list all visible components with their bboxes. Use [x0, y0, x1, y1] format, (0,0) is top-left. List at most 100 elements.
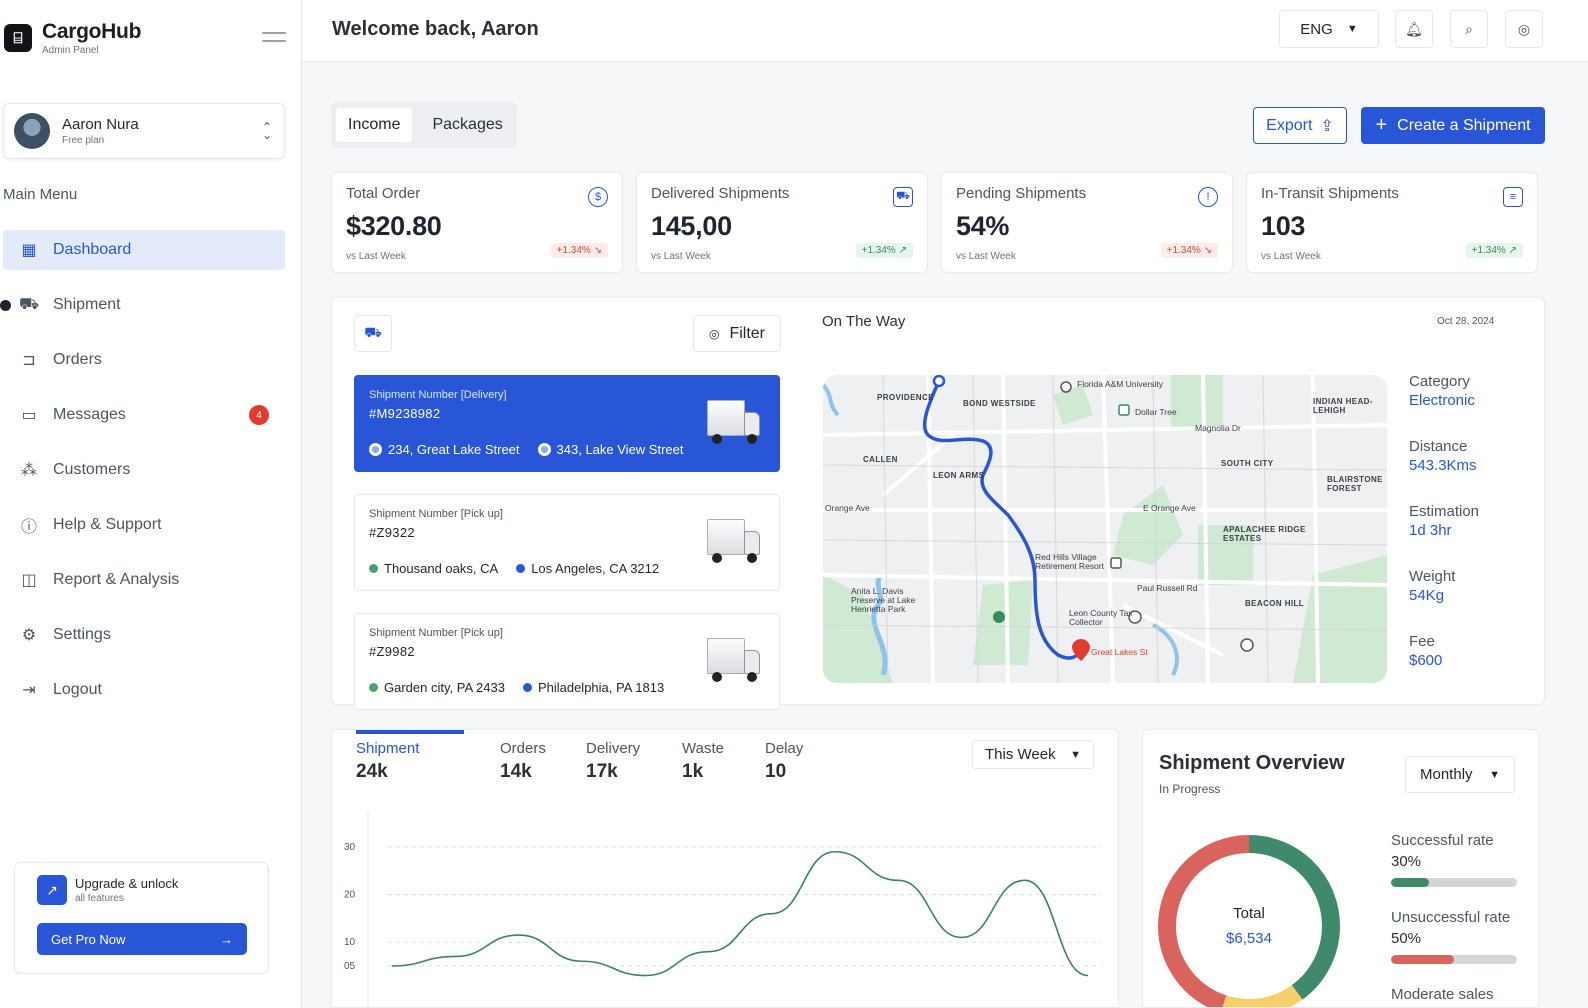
detail-value: 54Kg: [1409, 587, 1445, 604]
map-canvas: [823, 375, 1387, 683]
map-label: Leon County Tax Collector: [1069, 608, 1133, 627]
filter-button[interactable]: ◎ Filter: [693, 315, 781, 352]
map-label: BEACON HILL: [1245, 599, 1305, 608]
truck-icon: ⛟: [364, 324, 382, 340]
trend-value: +1.34%: [1166, 245, 1201, 256]
sidebar-item-help-support[interactable]: ⓘ Help & Support: [3, 505, 285, 545]
map-label: Orange Ave: [825, 503, 870, 513]
stat-comparison: vs Last Week: [1261, 251, 1321, 262]
upgrade-subtitle: all features: [75, 893, 124, 904]
search-button[interactable]: ⌕: [1450, 10, 1488, 48]
sidebar-item-dashboard[interactable]: ▦ Dashboard: [3, 230, 285, 270]
rate-value: 50%: [1391, 930, 1422, 947]
truck-image-icon: [707, 400, 761, 446]
sidebar-item-label: Shipment: [53, 296, 121, 313]
sidebar-item-orders[interactable]: ⊐ Orders: [3, 340, 285, 380]
export-label: Export: [1266, 116, 1313, 134]
rate-item: Unsuccessful rate 50%: [1391, 909, 1517, 964]
destination-address: Philadelphia, PA 1813: [537, 680, 665, 695]
language-select[interactable]: ENG ▼: [1279, 10, 1379, 48]
sidebar-item-report-analysis[interactable]: ◫ Report & Analysis: [3, 560, 285, 600]
unread-badge: 4: [249, 405, 269, 425]
stat-comparison: vs Last Week: [956, 251, 1016, 262]
get-pro-button[interactable]: Get Pro Now →: [37, 923, 247, 955]
shipment-overview-panel: Shipment Overview In Progress Monthly ▼ …: [1142, 729, 1539, 1008]
language-value: ENG: [1300, 20, 1333, 38]
stat-label: In-Transit Shipments: [1261, 185, 1399, 202]
sidebar-item-label: Orders: [53, 351, 102, 368]
period-value: This Week: [985, 746, 1056, 763]
map-label: PROVIDENCE: [877, 393, 934, 402]
stat-label: Pending Shipments: [956, 185, 1087, 202]
origin-address: 234, Great Lake Street: [388, 442, 520, 457]
create-shipment-label: Create a Shipment: [1397, 116, 1531, 134]
metric-tab-orders[interactable]: Orders 14k: [500, 740, 546, 783]
export-button[interactable]: Export ⇪: [1253, 107, 1347, 144]
overview-donut-chart: [1158, 835, 1340, 1007]
route-destination: 343, Lake View Street: [537, 442, 683, 457]
shipment-type-button[interactable]: ⛟: [354, 315, 392, 352]
menu-toggle-icon[interactable]: [262, 32, 286, 48]
user-plan: Free plan: [62, 135, 105, 146]
stat-card[interactable]: Delivered Shipments 145,00 vs Last Week ⛟ +1…: [636, 172, 928, 273]
truck-image-icon: [707, 519, 761, 565]
arrow-up-right-icon: ↗: [1505, 245, 1517, 256]
tab-income[interactable]: Income: [336, 108, 413, 142]
arrow-right-icon: →: [220, 931, 233, 947]
metric-tab-delay[interactable]: Delay 10: [765, 740, 803, 783]
sidebar-item-shipment[interactable]: ⛟ Shipment: [0, 285, 285, 325]
user-switcher[interactable]: Aaron Nura Free plan ⌃ ⌄: [3, 103, 285, 159]
shipment-number: #M9238982: [369, 406, 441, 421]
sidebar-item-customers[interactable]: ⁂ Customers: [3, 450, 285, 490]
rate-progress-bar: [1391, 955, 1517, 964]
filter-label: Filter: [729, 324, 766, 342]
stat-comparison: vs Last Week: [651, 251, 711, 262]
rate-progress-fill: [1391, 955, 1454, 964]
map-label: Dollar Tree: [1135, 407, 1177, 417]
detail-value: 1d 3hr: [1409, 522, 1452, 539]
detail-value: $600: [1409, 652, 1443, 669]
tab-packages[interactable]: Packages: [432, 116, 503, 133]
metric-tab-waste[interactable]: Waste 1k: [682, 740, 724, 783]
create-shipment-button[interactable]: + Create a Shipment: [1361, 107, 1545, 144]
detail-value: 543.3Kms: [1409, 457, 1477, 474]
stat-card[interactable]: Pending Shipments 54% vs Last Week! +1.34% …: [941, 172, 1233, 273]
period-select[interactable]: This Week ▼: [972, 740, 1094, 769]
stat-card[interactable]: Total Order $320.80 vs Last Week $ +1.34% ↘: [331, 172, 623, 273]
origin-address: Garden city, PA 2433: [384, 680, 505, 695]
overview-period-select[interactable]: Monthly ▼: [1405, 756, 1515, 793]
metric-tab-delivery[interactable]: Delivery 17k: [586, 740, 640, 783]
caret-down-icon: ▼: [1070, 748, 1081, 761]
stat-comparison: vs Last Week: [346, 251, 406, 262]
donut-segment-unsuccessful: [1158, 835, 1340, 1007]
rate-progress-fill: [1391, 878, 1429, 887]
route-map[interactable]: PROVIDENCE BOND WESTSIDE Florida A&M Unive…: [823, 375, 1387, 683]
brand[interactable]: ⌸ CargoHub Admin Panel: [4, 20, 141, 56]
filter-icon: ◎: [708, 326, 720, 341]
detail-label: Weight: [1409, 568, 1456, 585]
shipment-card[interactable]: Shipment Number [Delivery] #M9238982 234, …: [354, 375, 780, 472]
cargohub-logo-icon: ⌸: [4, 24, 32, 52]
truck-icon: ⛟: [893, 187, 913, 207]
sidebar-item-settings[interactable]: ⚙ Settings: [3, 615, 285, 655]
map-label: LEON ARMS: [933, 471, 985, 480]
sidebar-item-label: Settings: [53, 626, 111, 643]
settings-button[interactable]: ◎: [1505, 10, 1543, 48]
notification-button[interactable]: 🔔︎: [1395, 10, 1433, 48]
metric-value: 14k: [500, 761, 532, 782]
shipment-card[interactable]: Shipment Number [Pick up] #Z9982 Garden ci…: [354, 613, 780, 710]
shipment-card[interactable]: Shipment Number [Pick up] #Z9322 Thousand …: [354, 494, 780, 591]
alert-icon: !: [1198, 187, 1218, 207]
stat-card[interactable]: In-Transit Shipments 103 vs Last Week ≡ +1.3…: [1246, 172, 1538, 273]
sidebar-item-messages[interactable]: ▭ Messages 4: [3, 395, 285, 435]
route-origin: Thousand oaks, CA: [369, 561, 498, 576]
detail-label: Estimation: [1409, 503, 1480, 520]
route-destination: Los Angeles, CA 3212: [516, 561, 659, 576]
metric-tab-shipment[interactable]: Shipment 24k: [356, 740, 419, 783]
stat-value: 54%: [956, 211, 1010, 241]
origin-dot-icon: [369, 564, 378, 573]
sidebar-item-logout[interactable]: ⇥ Logout: [3, 670, 285, 710]
detail-label: Distance: [1409, 438, 1468, 455]
map-label: Anita L. Davis Preserve at Lake Henriett…: [851, 586, 916, 614]
stat-value: 145,00: [651, 211, 732, 241]
